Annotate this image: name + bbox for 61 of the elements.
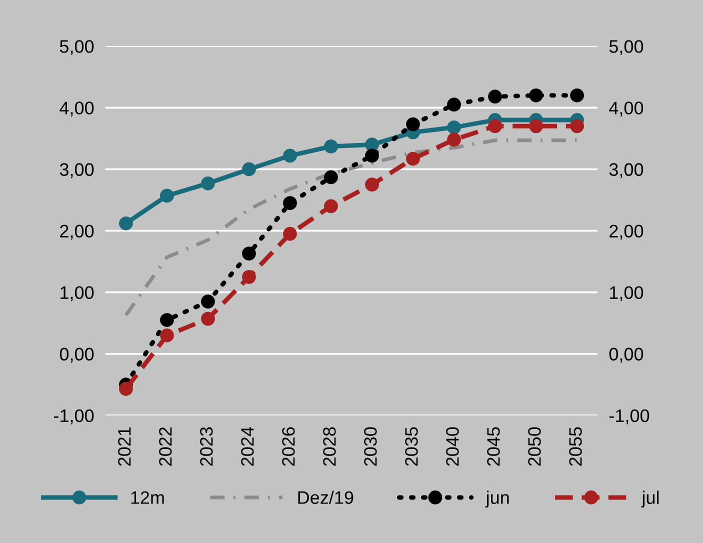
legend-label: jul <box>641 490 659 508</box>
x-tick-label: 2030 <box>364 427 377 466</box>
point <box>283 148 297 163</box>
y2-tick-label: 3,00 <box>609 163 644 178</box>
legend-label: Dez/19 <box>298 490 354 504</box>
y2-tick-label: 1,00 <box>610 286 644 302</box>
point <box>201 176 215 190</box>
point <box>529 119 543 134</box>
y-tick-label: 5,00 <box>60 40 94 56</box>
y-tick-label: 4,00 <box>60 102 94 117</box>
point <box>324 199 338 214</box>
point <box>365 138 379 152</box>
x-tick-label: 2024 <box>241 427 254 466</box>
point <box>324 170 338 184</box>
y-tick-label: -1,00 <box>54 409 94 424</box>
point <box>242 162 256 176</box>
point <box>406 117 420 132</box>
point <box>242 246 256 260</box>
point <box>447 98 461 112</box>
point <box>160 328 174 342</box>
x-tick-label: 2026 <box>282 427 295 466</box>
point <box>365 148 379 163</box>
point <box>570 119 584 134</box>
y2-tick-label: -1,00 <box>609 409 650 424</box>
x-tick-label: 2040 <box>446 427 459 466</box>
y-tick-label: 2,00 <box>60 224 94 240</box>
x-tick-label: 2050 <box>528 427 541 466</box>
point <box>447 120 461 134</box>
point <box>119 216 133 230</box>
legend-label: jun <box>485 490 509 508</box>
x-tick-label: 2045 <box>487 427 500 466</box>
y2-tick-label: 4,00 <box>609 102 644 117</box>
legend-label: 12m <box>131 491 164 504</box>
x-tick-label: 2021 <box>118 427 131 466</box>
x-tick-label: 2022 <box>159 427 172 466</box>
point <box>160 313 174 327</box>
x-tick-label: 2035 <box>405 427 418 466</box>
point <box>488 90 502 104</box>
point <box>529 88 543 102</box>
y2-tick-label: 2,00 <box>610 224 644 240</box>
point <box>283 196 297 210</box>
point <box>242 270 256 284</box>
point <box>406 152 420 166</box>
point <box>283 226 297 241</box>
point <box>160 188 174 203</box>
y2-tick-label: 0,00 <box>609 348 644 363</box>
point <box>447 132 461 147</box>
point <box>570 88 584 102</box>
point <box>365 178 379 192</box>
y-tick-label: 1,00 <box>60 286 94 302</box>
y2-tick-label: 5,00 <box>609 40 644 56</box>
x-tick-label: 2028 <box>323 427 336 466</box>
point <box>488 119 502 134</box>
point <box>201 294 215 308</box>
point <box>201 312 215 326</box>
y-tick-label: 3,00 <box>60 163 94 178</box>
x-tick-label: 2023 <box>200 427 213 466</box>
point <box>324 140 338 154</box>
x-tick-label: 2055 <box>569 427 582 466</box>
point <box>119 382 133 396</box>
y-tick-label: 0,00 <box>60 348 94 363</box>
